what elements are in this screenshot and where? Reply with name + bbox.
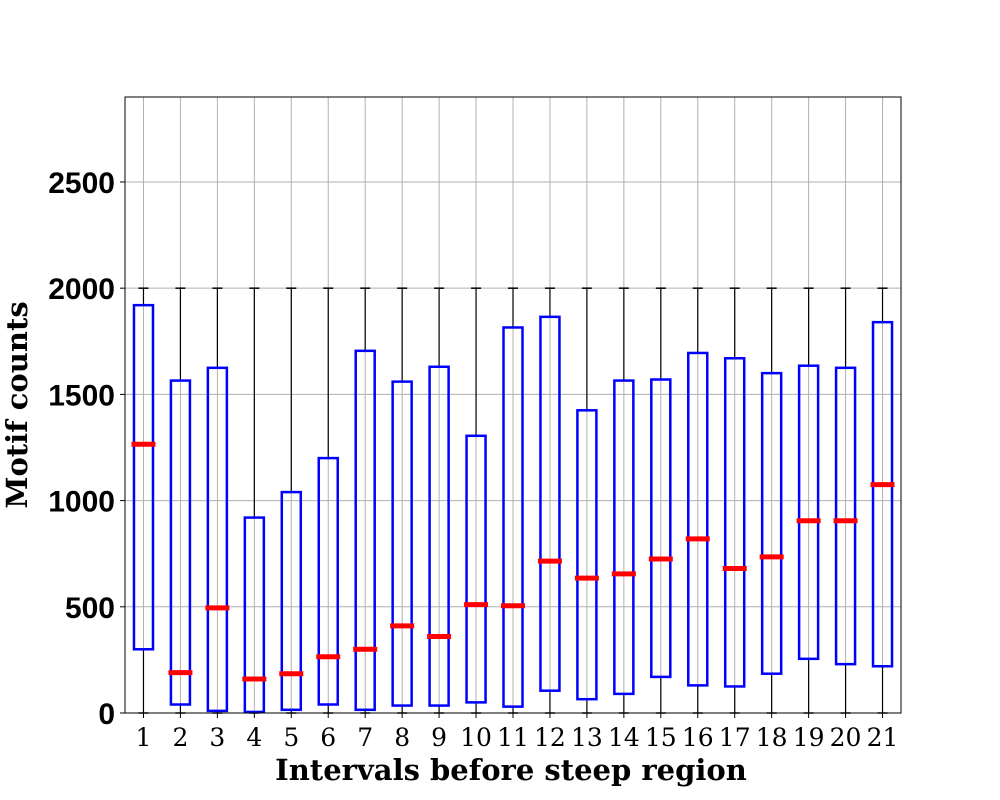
box-iqr [723, 357, 746, 688]
y-tick-label: 2000 [48, 273, 115, 306]
x-tick-label: 9 [431, 723, 447, 752]
y-axis-ticks: 0 500 1000 1500 2000 2500 [48, 167, 125, 731]
y-tick-label: 0 [98, 698, 115, 731]
box-iqr [243, 516, 266, 714]
box-iqr [502, 326, 524, 708]
x-axis-label: Intervals before steep region [275, 753, 747, 787]
x-tick-label: 2 [172, 723, 188, 752]
x-tick-label: 19 [793, 723, 825, 752]
x-tick-label: 21 [867, 723, 899, 752]
x-tick-label: 10 [460, 723, 492, 752]
box-iqr [169, 379, 192, 706]
x-tick-label: 17 [719, 723, 751, 752]
box-iqr [428, 365, 450, 707]
x-tick-label: 5 [283, 723, 299, 752]
x-tick-label: 11 [497, 723, 529, 752]
x-tick-label: 6 [320, 723, 336, 752]
box-iqr [687, 351, 709, 687]
box-iqr [760, 371, 783, 675]
y-tick-label: 500 [65, 592, 115, 625]
x-axis-ticks: 1 2 3 4 5 6 7 8 9 10 11 12 13 14 15 16 17 18 19 20 21 [136, 713, 899, 752]
box-iqr [539, 315, 561, 692]
box-iqr [354, 349, 376, 712]
y-tick-label: 1000 [48, 486, 115, 519]
x-tick-label: 16 [682, 723, 714, 752]
box-iqr [206, 366, 229, 713]
box-iqr [613, 379, 635, 696]
x-tick-label: 18 [756, 723, 788, 752]
box-iqr [317, 456, 339, 706]
y-axis-label: Motif counts [0, 301, 34, 508]
x-tick-label: 12 [534, 723, 566, 752]
y-tick-label: 2500 [48, 167, 115, 200]
box-iqr [650, 378, 672, 679]
x-tick-label: 3 [209, 723, 225, 752]
box-iqr [280, 490, 303, 712]
grid-lines [125, 97, 901, 714]
x-tick-label: 13 [571, 723, 603, 752]
box-iqr [576, 409, 598, 701]
x-tick-label: 14 [608, 723, 640, 752]
x-tick-label: 1 [136, 723, 152, 752]
x-tick-label: 8 [394, 723, 410, 752]
box-iqr [834, 366, 857, 666]
x-tick-label: 20 [830, 723, 862, 752]
box-iqr [797, 364, 820, 661]
box-iqr [391, 380, 413, 707]
x-tick-label: 4 [246, 723, 262, 752]
box-iqr [132, 303, 155, 651]
box-iqr [465, 434, 487, 704]
x-tick-label: 7 [357, 723, 373, 752]
x-tick-label: 15 [645, 723, 677, 752]
y-tick-label: 1500 [48, 379, 115, 412]
box-iqr [871, 320, 894, 668]
